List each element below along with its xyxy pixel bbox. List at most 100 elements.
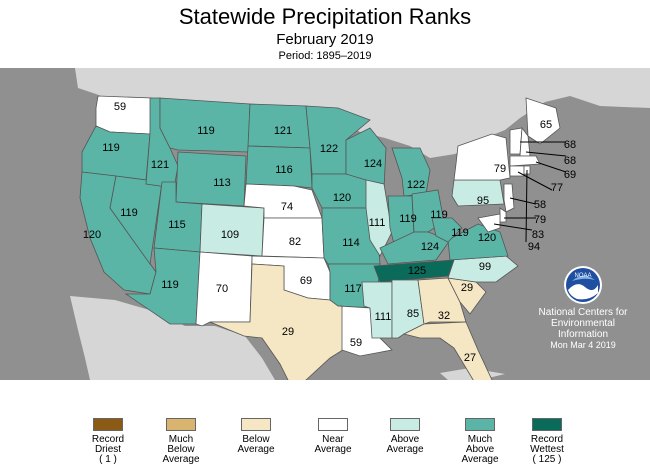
rank-label-pa: 95 (477, 195, 489, 207)
legend-sub: Average (386, 444, 424, 455)
state-ny (453, 133, 511, 181)
legend-sub: Wettest (530, 444, 564, 455)
rank-label-al: 85 (407, 308, 419, 320)
rank-label-id: 121 (151, 159, 169, 171)
legend-sub: Average (237, 444, 275, 455)
leader-lines (493, 141, 567, 243)
rank-label-ma: 69 (564, 169, 576, 181)
rank-label-de: 79 (534, 214, 546, 226)
rank-label-nj: 58 (534, 199, 546, 211)
noaa-line3: Information (557, 329, 609, 340)
leader-line-ri (525, 169, 528, 243)
legend-swatch (166, 418, 196, 431)
rank-label-mo: 114 (342, 237, 360, 249)
rank-label-va: 120 (478, 232, 496, 244)
rank-label-ut: 115 (168, 219, 186, 231)
rank-label-mt: 119 (197, 125, 215, 137)
rank-label-ks: 82 (289, 236, 301, 248)
mexico-landmass (70, 296, 275, 380)
rank-label-or: 119 (102, 142, 120, 154)
legend-sub: Average (314, 444, 352, 455)
rank-label-in: 119 (399, 213, 417, 225)
rank-label-ct: 77 (551, 182, 563, 194)
state-tx (209, 263, 347, 389)
legend-sub: Average (461, 454, 499, 465)
state-nj (503, 183, 515, 213)
state-me (525, 97, 561, 145)
noaa-line1: National Centers for (538, 307, 628, 318)
state-tn (373, 259, 455, 283)
rank-label-co: 109 (221, 229, 239, 241)
noaa-logo-icon: NOAA (564, 266, 602, 304)
us-map: 59 119 120 119 121 119 113 115 119 109 70 121 116 74 8… (0, 68, 650, 389)
rank-label-ne: 74 (281, 201, 293, 213)
svg-text:NOAA: NOAA (574, 273, 591, 279)
rank-label-oh: 119 (430, 209, 448, 221)
legend-swatch (318, 418, 348, 431)
rank-label-ky: 124 (421, 241, 439, 253)
legend-label: Above (390, 434, 420, 445)
rank-label-vt: 68 (564, 139, 576, 151)
legend-swatch (532, 418, 562, 431)
canada-landmass (75, 68, 650, 158)
legend-label: Record (530, 434, 564, 445)
legend: Record Driest ( 1 ) Much Below Average B… (0, 418, 650, 475)
state-md (477, 213, 501, 233)
rank-label-mi: 122 (407, 179, 425, 191)
map-subtitle: February 2019 (276, 31, 374, 48)
leader-line-ma (535, 161, 567, 173)
legend-swatch (390, 418, 420, 431)
leader-line-ct (517, 171, 553, 191)
state-wv (431, 217, 463, 243)
labels-layer: 59 119 120 119 121 119 113 115 119 109 70 121 116 74 8… (83, 101, 576, 364)
legend-swatch (465, 418, 495, 431)
rank-label-ia: 120 (333, 192, 351, 204)
rank-label-ar: 117 (344, 283, 362, 295)
rank-label-nh: 68 (564, 155, 576, 167)
noaa-block: NOAA National Centers for Environmental … (519, 265, 647, 351)
state-il (365, 179, 393, 257)
legend-record-driest: Record Driest ( 1 ) (73, 418, 143, 465)
rank-label-ga: 32 (438, 310, 450, 322)
rank-label-ca: 120 (83, 229, 101, 241)
legend-record-wettest: Record Wettest ( 125 ) (512, 418, 582, 465)
rank-label-sd: 116 (275, 164, 293, 176)
legend-sub: Above (465, 444, 495, 455)
rank-label-wa: 59 (114, 101, 126, 113)
legend-label: Record (91, 434, 125, 445)
leader-line-nh (525, 151, 567, 157)
rank-label-md: 83 (532, 229, 544, 241)
legend-label: Much (168, 434, 194, 445)
title-block: Statewide Precipitation Ranks February 2… (0, 0, 650, 68)
leader-line-nj (509, 197, 537, 205)
rank-label-nc: 99 (479, 261, 491, 273)
rank-label-wy: 113 (213, 177, 231, 189)
rank-label-fl: 27 (464, 352, 476, 364)
legend-sub: ( 125 ) (532, 454, 562, 465)
map-svg: 59 119 120 119 121 119 113 115 119 109 70 121 116 74 8… (0, 68, 650, 389)
legend-label: Below (242, 434, 270, 445)
rank-label-tx: 29 (282, 326, 294, 338)
legend-sub: Below (167, 444, 195, 455)
leader-line-md (493, 223, 533, 231)
noaa-line2: Environmental (551, 318, 615, 329)
map-title: Statewide Precipitation Ranks (178, 4, 472, 29)
state-nc (447, 255, 519, 283)
rank-label-ok: 69 (300, 275, 312, 287)
rank-label-tn: 125 (408, 265, 426, 277)
legend-swatch (93, 418, 123, 431)
legend-sub: Driest (94, 444, 122, 455)
rank-label-ms: 111 (375, 311, 392, 323)
rank-label-ny: 79 (494, 163, 506, 175)
rank-label-la: 59 (350, 337, 362, 349)
rank-label-wv: 119 (451, 227, 469, 239)
rank-label-il: 111 (369, 217, 386, 229)
legend-above: Above Average (370, 418, 440, 455)
state-va (447, 223, 509, 261)
state-wy (175, 151, 247, 207)
states-layer (79, 95, 561, 389)
legend-much-above: Much Above Average (445, 418, 515, 465)
legend-near: Near Average (298, 418, 368, 455)
rank-label-nd: 121 (274, 125, 292, 137)
rank-label-az: 119 (161, 279, 179, 291)
